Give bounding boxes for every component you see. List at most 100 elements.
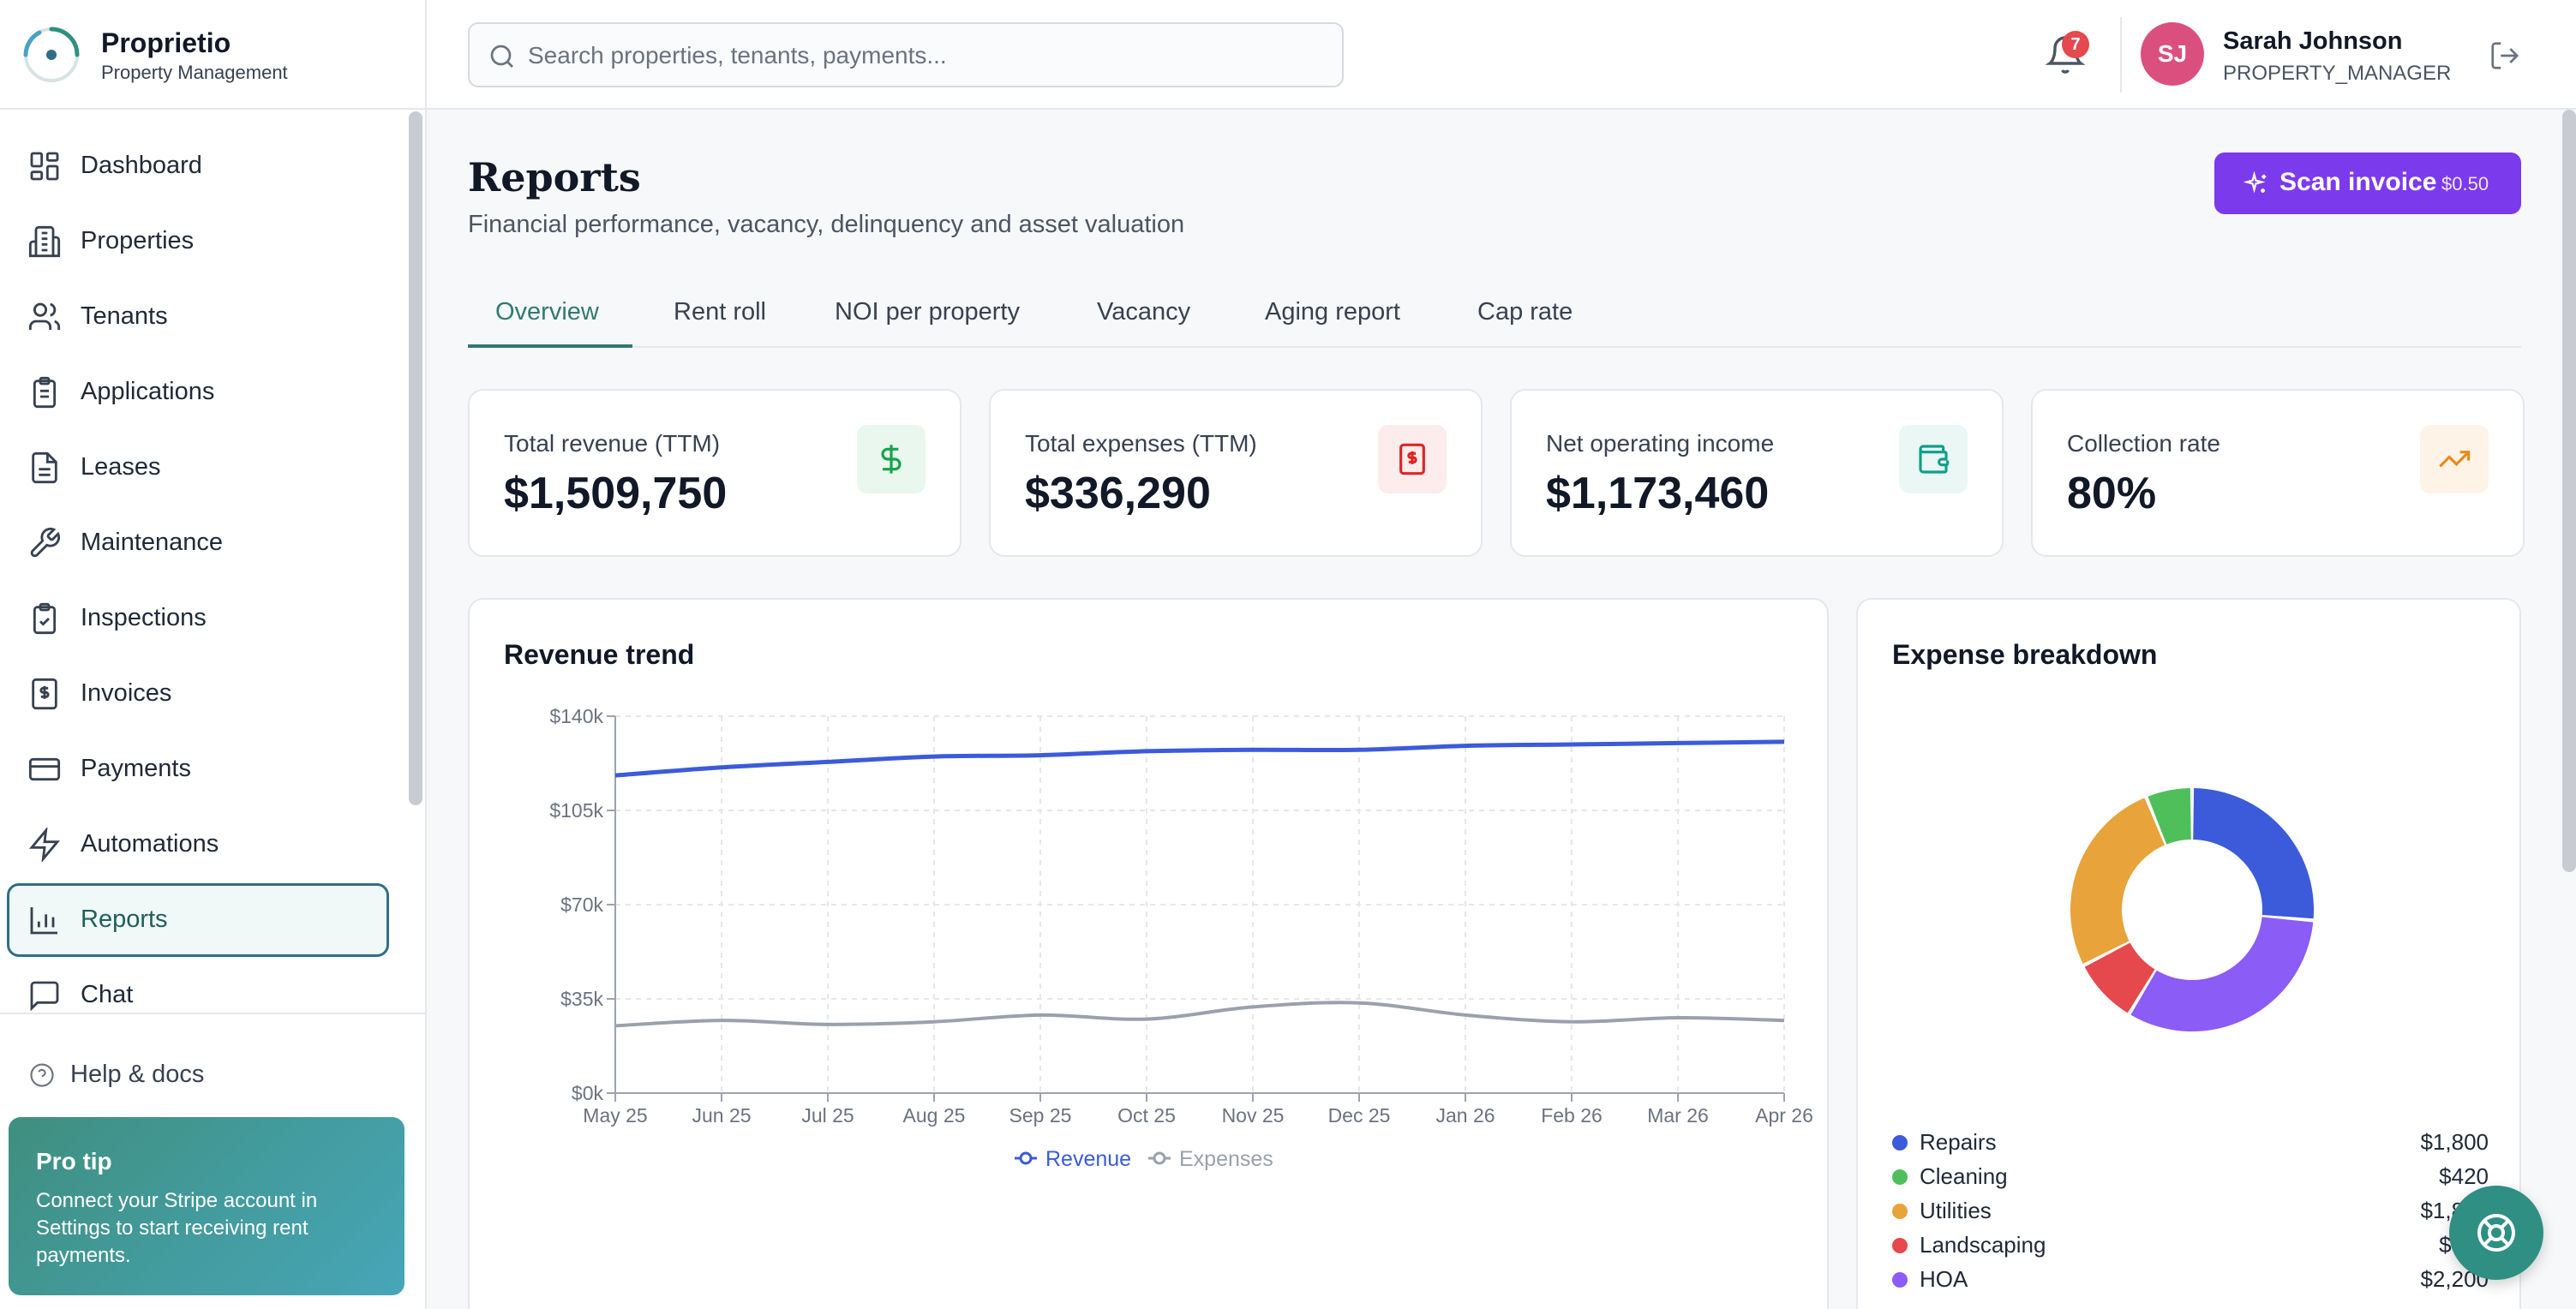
kpi-card-total-revenue: Total revenue (TTM) $1,509,750	[468, 389, 962, 557]
lifebuoy-icon	[2477, 1214, 2515, 1252]
sidebar-item-maintenance[interactable]: Maintenance	[7, 506, 389, 580]
x-tick-label: Oct 25	[1117, 1104, 1176, 1127]
tab-cap-rate[interactable]: Cap rate	[1477, 298, 1573, 326]
brand-subtitle: Property Management	[101, 62, 288, 83]
donut-slice-repairs	[2193, 788, 2314, 919]
kpi-value: $336,290	[1025, 469, 1211, 518]
kpi-label: Collection rate	[2067, 430, 2220, 457]
document-icon	[32, 451, 57, 484]
sidebar: Proprietio Property Management Dashboard…	[0, 0, 427, 1309]
support-button[interactable]	[2449, 1186, 2543, 1280]
x-tick-label: May 25	[583, 1104, 647, 1127]
sidebar-item-leases[interactable]: Leases	[7, 431, 389, 505]
report-tabs: Overview Rent roll NOI per property Vaca…	[468, 283, 2521, 348]
kpi-label: Total expenses (TTM)	[1025, 430, 1257, 457]
donut-slice-utilities	[2070, 798, 2165, 964]
dollar-icon	[881, 445, 902, 474]
chat-icon	[30, 981, 59, 1011]
kpi-icon-box	[2420, 425, 2489, 493]
donut-slice-cleaning	[2148, 788, 2191, 845]
sidebar-item-invoices[interactable]: Invoices	[7, 657, 389, 731]
search-icon	[490, 45, 513, 68]
sidebar-item-inspections[interactable]: Inspections	[7, 582, 389, 655]
sidebar-item-dashboard[interactable]: Dashboard	[7, 129, 389, 203]
x-tick-label: Nov 25	[1222, 1104, 1285, 1127]
x-tick-label: Sep 25	[1009, 1104, 1072, 1127]
sidebar-scrollbar[interactable]	[409, 111, 422, 805]
topbar-divider	[2120, 17, 2122, 93]
sidebar-nav: Dashboard Properties Tenants Application…	[0, 110, 425, 1011]
kpi-icon-box	[857, 425, 926, 493]
logout-icon[interactable]	[2489, 39, 2521, 72]
brand[interactable]: Proprietio Property Management	[0, 0, 425, 110]
building-icon	[28, 225, 61, 258]
sidebar-item-label: Dashboard	[81, 152, 202, 179]
tab-overview[interactable]: Overview	[495, 298, 599, 326]
scan-invoice-button[interactable]: Scan invoice $0.50	[2214, 152, 2521, 214]
x-tick-label: Jun 25	[692, 1104, 751, 1127]
sidebar-item-properties[interactable]: Properties	[7, 205, 389, 278]
sidebar-item-reports[interactable]: Reports	[7, 883, 389, 957]
scan-invoice-price: $0.50	[2441, 173, 2489, 194]
legend-name: Landscaping	[1920, 1232, 2046, 1258]
expense-legend-row: Repairs $1,800	[1892, 1126, 2489, 1160]
donut-slice-landscaping	[2084, 942, 2155, 1013]
legend-amount: $1,800	[2420, 1129, 2489, 1155]
kpi-card-net-operating-income: Net operating income $1,173,460	[1510, 389, 2004, 557]
kpi-icon-box	[1899, 425, 1968, 493]
search-input[interactable]	[528, 36, 1325, 75]
trending-up-icon	[2439, 451, 2471, 468]
legend-label: Revenue	[1045, 1147, 1131, 1171]
invoice-icon	[32, 678, 57, 710]
legend-dot	[1892, 1238, 1908, 1253]
kpi-value: $1,173,460	[1546, 469, 1770, 518]
tab-aging-report[interactable]: Aging report	[1265, 298, 1400, 326]
sidebar-item-label: Applications	[81, 378, 215, 405]
sidebar-item-label: Maintenance	[81, 529, 224, 556]
legend-label: Expenses	[1179, 1147, 1273, 1171]
avatar[interactable]: SJ	[2141, 22, 2204, 86]
main-scrollbar[interactable]	[2562, 110, 2576, 872]
tab-rent-roll[interactable]: Rent roll	[674, 298, 766, 326]
donut-slice-hoa	[2130, 917, 2314, 1031]
kpi-value: $1,509,750	[504, 469, 728, 518]
revenue-trend-card: Revenue trend $0k $35k $70k $105k $140k May 2…	[468, 598, 1829, 1309]
kpi-label: Net operating income	[1546, 430, 1775, 457]
legend-amount: $420	[2439, 1163, 2489, 1189]
notification-badge: 7	[2062, 31, 2089, 58]
receipt-icon	[1399, 443, 1425, 475]
expense-donut-chart	[2070, 788, 2314, 1031]
expense-legend-row: Cleaning $420	[1892, 1160, 2489, 1194]
users-icon	[28, 302, 61, 330]
pro-tip-title: Pro tip	[36, 1148, 112, 1175]
legend-dot	[1892, 1169, 1908, 1185]
sidebar-item-tenants[interactable]: Tenants	[7, 280, 389, 354]
brand-name: Proprietio	[101, 27, 231, 58]
y-tick-label: $35k	[560, 988, 603, 1010]
page-subtitle: Financial performance, vacancy, delinque…	[468, 211, 1185, 238]
help-docs-label: Help & docs	[70, 1061, 205, 1088]
sidebar-item-applications[interactable]: Applications	[7, 356, 389, 429]
dashboard-icon	[30, 152, 59, 181]
search-box[interactable]	[468, 22, 1344, 87]
y-tick-label: $140k	[549, 705, 603, 727]
legend-marker	[1019, 1151, 1033, 1165]
help-circle-icon	[30, 1063, 54, 1087]
bar-chart-icon	[30, 907, 57, 935]
scan-invoice-label: Scan invoice	[2279, 168, 2437, 196]
sidebar-item-automations[interactable]: Automations	[7, 808, 389, 882]
tab-noi-per-property[interactable]: NOI per property	[835, 298, 1020, 326]
kpi-label: Total revenue (TTM)	[504, 430, 721, 457]
sidebar-footer: Help & docs Pro tip Connect your Stripe …	[0, 1013, 425, 1309]
series-line-expenses	[614, 1001, 1785, 1028]
tab-vacancy[interactable]: Vacancy	[1097, 298, 1191, 326]
sidebar-item-payments[interactable]: Payments	[7, 732, 389, 806]
sidebar-item-chat[interactable]: Chat	[7, 959, 389, 1011]
credit-card-icon	[28, 757, 61, 781]
sidebar-item-label: Properties	[81, 227, 195, 254]
pro-tip-card: Pro tip Connect your Stripe account in S…	[9, 1117, 404, 1295]
y-tick-label: $0k	[572, 1082, 604, 1104]
x-tick-label: Apr 26	[1755, 1104, 1813, 1127]
legend-dot	[1892, 1272, 1908, 1288]
x-tick-label: Mar 26	[1647, 1104, 1709, 1127]
